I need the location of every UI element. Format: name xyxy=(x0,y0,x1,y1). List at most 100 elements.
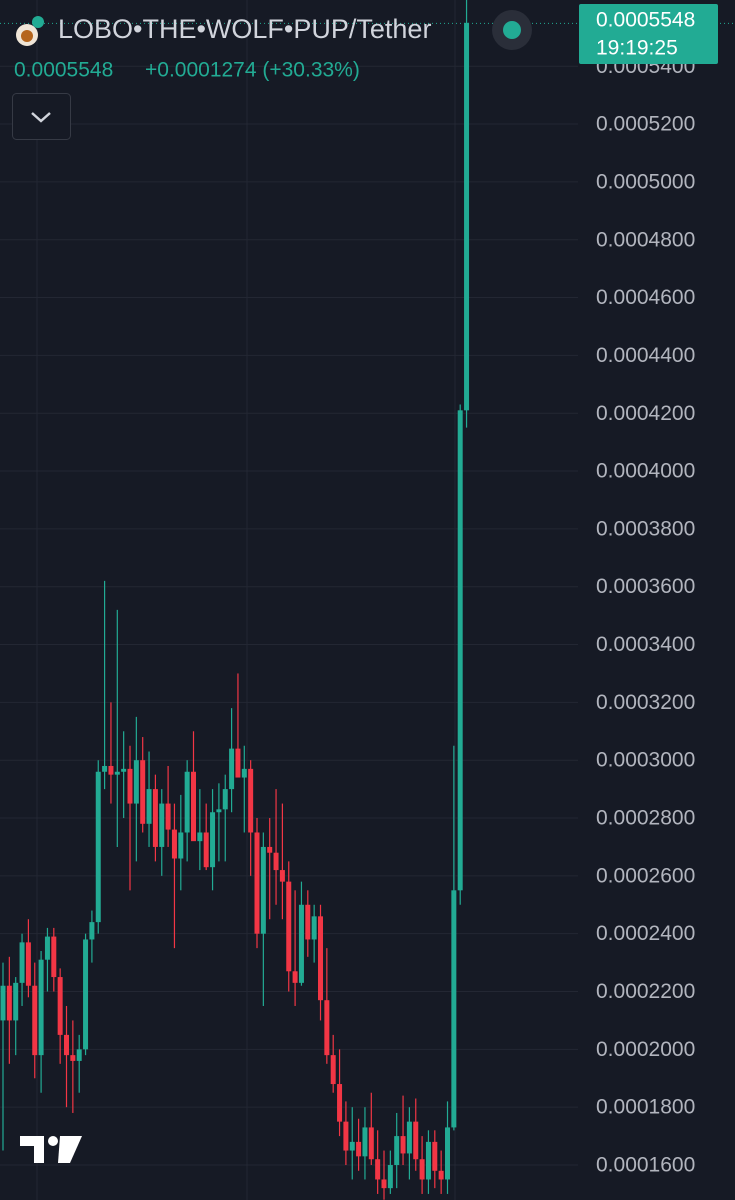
tradingview-logo xyxy=(20,1136,82,1163)
candle-body xyxy=(330,1055,336,1085)
candle-body xyxy=(337,1084,343,1122)
candle-body xyxy=(273,852,279,871)
candle-body xyxy=(394,1136,400,1166)
candle-body xyxy=(222,789,228,810)
candle-body xyxy=(165,803,171,830)
candle-body xyxy=(127,768,133,804)
candle-body xyxy=(76,1049,82,1061)
candle-body xyxy=(324,1000,330,1056)
candle-body xyxy=(311,916,317,940)
candle-body xyxy=(114,771,120,775)
candle-body xyxy=(44,936,50,960)
candle-body xyxy=(305,904,311,940)
header-price: 0.0005548 xyxy=(14,59,113,82)
candle-body xyxy=(70,1055,76,1061)
y-axis: 0.0001600 0.0001800 0.0002000 0.0002200 0.00… xyxy=(596,55,695,1177)
candle-body xyxy=(89,922,95,940)
header-change: +0.0001274 (+30.33%) xyxy=(145,59,360,82)
y-tick-label: 0.0002000 xyxy=(596,1038,695,1061)
candle-body xyxy=(95,771,101,923)
candle-body xyxy=(6,985,12,1021)
candle-body xyxy=(413,1121,419,1160)
chevron-icon xyxy=(31,112,51,123)
candle-body xyxy=(19,942,25,983)
candle-body xyxy=(254,832,260,934)
candle-body xyxy=(381,1179,387,1189)
candle-body xyxy=(184,771,190,833)
y-tick-label: 0.0005200 xyxy=(596,113,695,136)
candle-body xyxy=(229,748,235,790)
candle-body xyxy=(140,760,146,824)
logo-t xyxy=(20,1136,44,1163)
candle-body xyxy=(451,890,457,1128)
candle-body xyxy=(292,971,298,983)
candle-body xyxy=(102,765,108,772)
candle-body xyxy=(210,812,216,868)
candle-body xyxy=(159,803,165,847)
y-tick-label: 0.0004800 xyxy=(596,228,695,251)
collapse-button[interactable] xyxy=(12,93,71,140)
candle-body xyxy=(267,846,273,853)
candle-body xyxy=(191,771,196,842)
candle-body xyxy=(133,760,139,804)
candle-body xyxy=(425,1141,431,1180)
last-price-box xyxy=(579,4,718,64)
candle-body xyxy=(248,768,254,833)
logo-v xyxy=(58,1136,82,1163)
price-tag: 0.0005548 19:19:25 xyxy=(0,4,735,64)
candle-body xyxy=(171,829,177,859)
token-icon-face xyxy=(21,30,33,42)
candle-body xyxy=(362,1127,368,1157)
candle-body xyxy=(356,1141,362,1157)
candle-body xyxy=(57,977,63,1035)
candle-body xyxy=(432,1141,438,1171)
candle-body xyxy=(445,1127,450,1180)
candle-body xyxy=(406,1121,412,1154)
y-tick-label: 0.0001600 xyxy=(596,1154,695,1177)
candle-body xyxy=(146,789,152,824)
candle-body xyxy=(260,846,266,934)
symbol-title: LOBO•THE•WOLF•PUP/Tether xyxy=(58,14,431,44)
exchange-badge xyxy=(32,16,44,28)
y-tick-label: 0.0001800 xyxy=(596,1096,695,1119)
y-tick-label: 0.0002800 xyxy=(596,807,695,830)
candle-body xyxy=(121,768,127,772)
status-dot xyxy=(503,21,521,39)
candle-body xyxy=(286,881,292,972)
candle-body xyxy=(318,916,323,1001)
last-time-label: 19:19:25 xyxy=(596,37,678,60)
candle-body xyxy=(25,942,31,986)
logo-dot xyxy=(48,1136,58,1146)
y-tick-label: 0.0004600 xyxy=(596,286,695,309)
candle-body xyxy=(298,904,304,983)
y-tick-label: 0.0003600 xyxy=(596,575,695,598)
candle-body xyxy=(368,1127,374,1160)
candle-body xyxy=(203,832,209,868)
candles xyxy=(0,0,470,1200)
candle-body xyxy=(0,985,6,1021)
y-tick-label: 0.0004200 xyxy=(596,402,695,425)
candle-body xyxy=(438,1170,444,1180)
candle-body xyxy=(64,1034,69,1056)
y-tick-label: 0.0002200 xyxy=(596,980,695,1003)
y-tick-label: 0.0003000 xyxy=(596,749,695,772)
candle-body xyxy=(178,832,184,859)
candle-body xyxy=(375,1159,381,1180)
candle-body xyxy=(349,1141,355,1151)
candle-body xyxy=(152,789,158,847)
candle-body xyxy=(419,1159,425,1180)
last-price-label: 0.0005548 xyxy=(596,9,695,32)
y-tick-label: 0.0004400 xyxy=(596,344,695,367)
y-tick-label: 0.0002600 xyxy=(596,864,695,887)
candle-body xyxy=(108,765,114,775)
candle-body xyxy=(235,748,241,778)
y-tick-label: 0.0003200 xyxy=(596,691,695,714)
candle-body xyxy=(343,1121,349,1151)
candle-body xyxy=(216,809,222,813)
candle-body xyxy=(464,22,470,411)
y-tick-label: 0.0004000 xyxy=(596,460,695,483)
candle-body xyxy=(387,1165,393,1189)
